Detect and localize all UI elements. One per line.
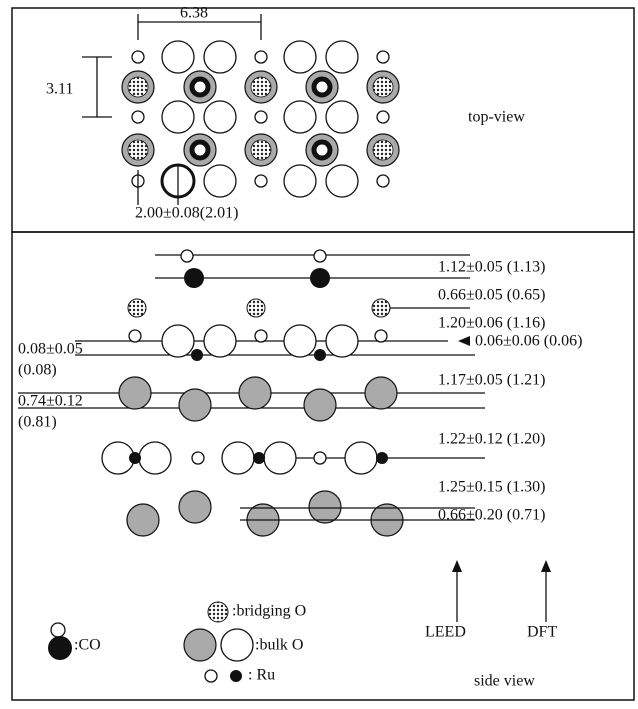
- atom-ru: [129, 452, 141, 464]
- atom-open: [192, 452, 204, 464]
- atom-open: [204, 101, 236, 133]
- distance-label: (0.08): [18, 362, 57, 379]
- distance-label: 0.08±0.05: [18, 341, 83, 358]
- atom-open: [162, 325, 194, 357]
- figure: 6.38 3.11 2.00±0.08(2.01) top-view 1.12±…: [0, 0, 638, 704]
- atom-bulk-o: [179, 389, 211, 421]
- atom-open: [284, 41, 316, 73]
- atom-open: [326, 101, 358, 133]
- distance-label: 0.06±0.06 (0.06): [475, 333, 582, 350]
- atom-open: [255, 175, 267, 187]
- atom-bridging-o: [251, 77, 271, 97]
- distance-label: 1.17±0.05 (1.21): [438, 372, 545, 389]
- atom-bridging-o: [372, 299, 390, 317]
- top-panel: [12, 8, 634, 232]
- atom-ru: [253, 452, 265, 464]
- distance-label: 1.20±0.06 (1.16): [438, 315, 545, 332]
- atom-co: [314, 79, 330, 95]
- atom-bridging-o: [128, 140, 148, 160]
- atom-open: [205, 670, 217, 682]
- atom-open: [204, 41, 236, 73]
- dimension-label: 3.11: [46, 81, 73, 98]
- arrowhead: [458, 336, 470, 346]
- atom-open: [377, 175, 389, 187]
- distance-label: 1.22±0.12 (1.20): [438, 431, 545, 448]
- atom-open: [377, 111, 389, 123]
- atom-ru: [184, 268, 204, 288]
- atom-open: [181, 250, 193, 262]
- atoms: [18, 41, 485, 682]
- atom-bridging-o: [128, 299, 146, 317]
- atom-bulk-o: [184, 629, 216, 661]
- atom-open: [162, 41, 194, 73]
- atom-open: [132, 51, 144, 63]
- atom-open: [222, 442, 254, 474]
- atom-bridging-o: [128, 77, 148, 97]
- atom-bulk-o: [119, 377, 151, 409]
- atom-open: [129, 330, 141, 342]
- atom-open: [204, 325, 236, 357]
- atom-bulk-o: [365, 377, 397, 409]
- legend-label: :bulk O: [255, 637, 303, 654]
- dimension-label: 6.38: [180, 5, 208, 22]
- distance-label: 0.74±0.12: [18, 393, 83, 410]
- distance-label: 0.66±0.05 (0.65): [438, 287, 545, 304]
- panel-title: side view: [474, 673, 535, 690]
- atom-co: [192, 79, 208, 95]
- distance-label: (0.81): [18, 414, 57, 431]
- atom-co: [192, 142, 208, 158]
- legend-label: :bridging O: [232, 603, 306, 620]
- atom-open: [326, 41, 358, 73]
- atom-ru: [48, 636, 72, 660]
- distance-label: 0.66±0.20 (0.71): [438, 507, 545, 524]
- atom-bulk-o: [239, 377, 271, 409]
- atom-open: [132, 111, 144, 123]
- atom-open: [345, 442, 377, 474]
- atom-open: [284, 325, 316, 357]
- atom-open: [377, 51, 389, 63]
- distance-label: 1.12±0.05 (1.13): [438, 259, 545, 276]
- atom-open: [204, 165, 236, 197]
- arrowhead: [452, 560, 462, 572]
- atom-bridging-o: [373, 140, 393, 160]
- atom-open: [375, 330, 387, 342]
- atom-open: [255, 111, 267, 123]
- atom-ru: [191, 349, 203, 361]
- atom-open: [221, 629, 253, 661]
- legend-label: : Ru: [248, 667, 275, 684]
- panel-title: top-view: [468, 109, 525, 126]
- atom-open: [51, 623, 65, 637]
- atom-open: [314, 452, 326, 464]
- atom-open: [264, 442, 296, 474]
- atom-open: [326, 165, 358, 197]
- atom-ru: [310, 268, 330, 288]
- atom-co: [314, 142, 330, 158]
- atom-ru: [230, 670, 242, 682]
- atom-open: [314, 250, 326, 262]
- atom-bridging-o: [251, 140, 271, 160]
- atom-open: [255, 330, 267, 342]
- atom-bridging-o: [373, 77, 393, 97]
- atom-bridging-o: [247, 299, 265, 317]
- legend-label: :CO: [74, 637, 101, 654]
- arrow-label: LEED: [425, 624, 466, 641]
- dimension-label: 2.00±0.08(2.01): [135, 205, 238, 222]
- atom-open: [284, 101, 316, 133]
- atom-bulk-o: [179, 491, 211, 523]
- atom-bulk-o: [309, 491, 341, 523]
- atom-bulk-o: [127, 504, 159, 536]
- atom-open: [326, 325, 358, 357]
- atom-bridging-o: [208, 602, 228, 622]
- arrow-label: DFT: [527, 624, 557, 641]
- arrowhead: [541, 560, 551, 572]
- atom-ru: [376, 452, 388, 464]
- atom-ru: [314, 349, 326, 361]
- atom-open: [255, 51, 267, 63]
- atom-open: [139, 442, 171, 474]
- atom-bulk-o: [304, 389, 336, 421]
- atom-open: [284, 165, 316, 197]
- distance-label: 1.25±0.15 (1.30): [438, 479, 545, 496]
- atom-open: [162, 101, 194, 133]
